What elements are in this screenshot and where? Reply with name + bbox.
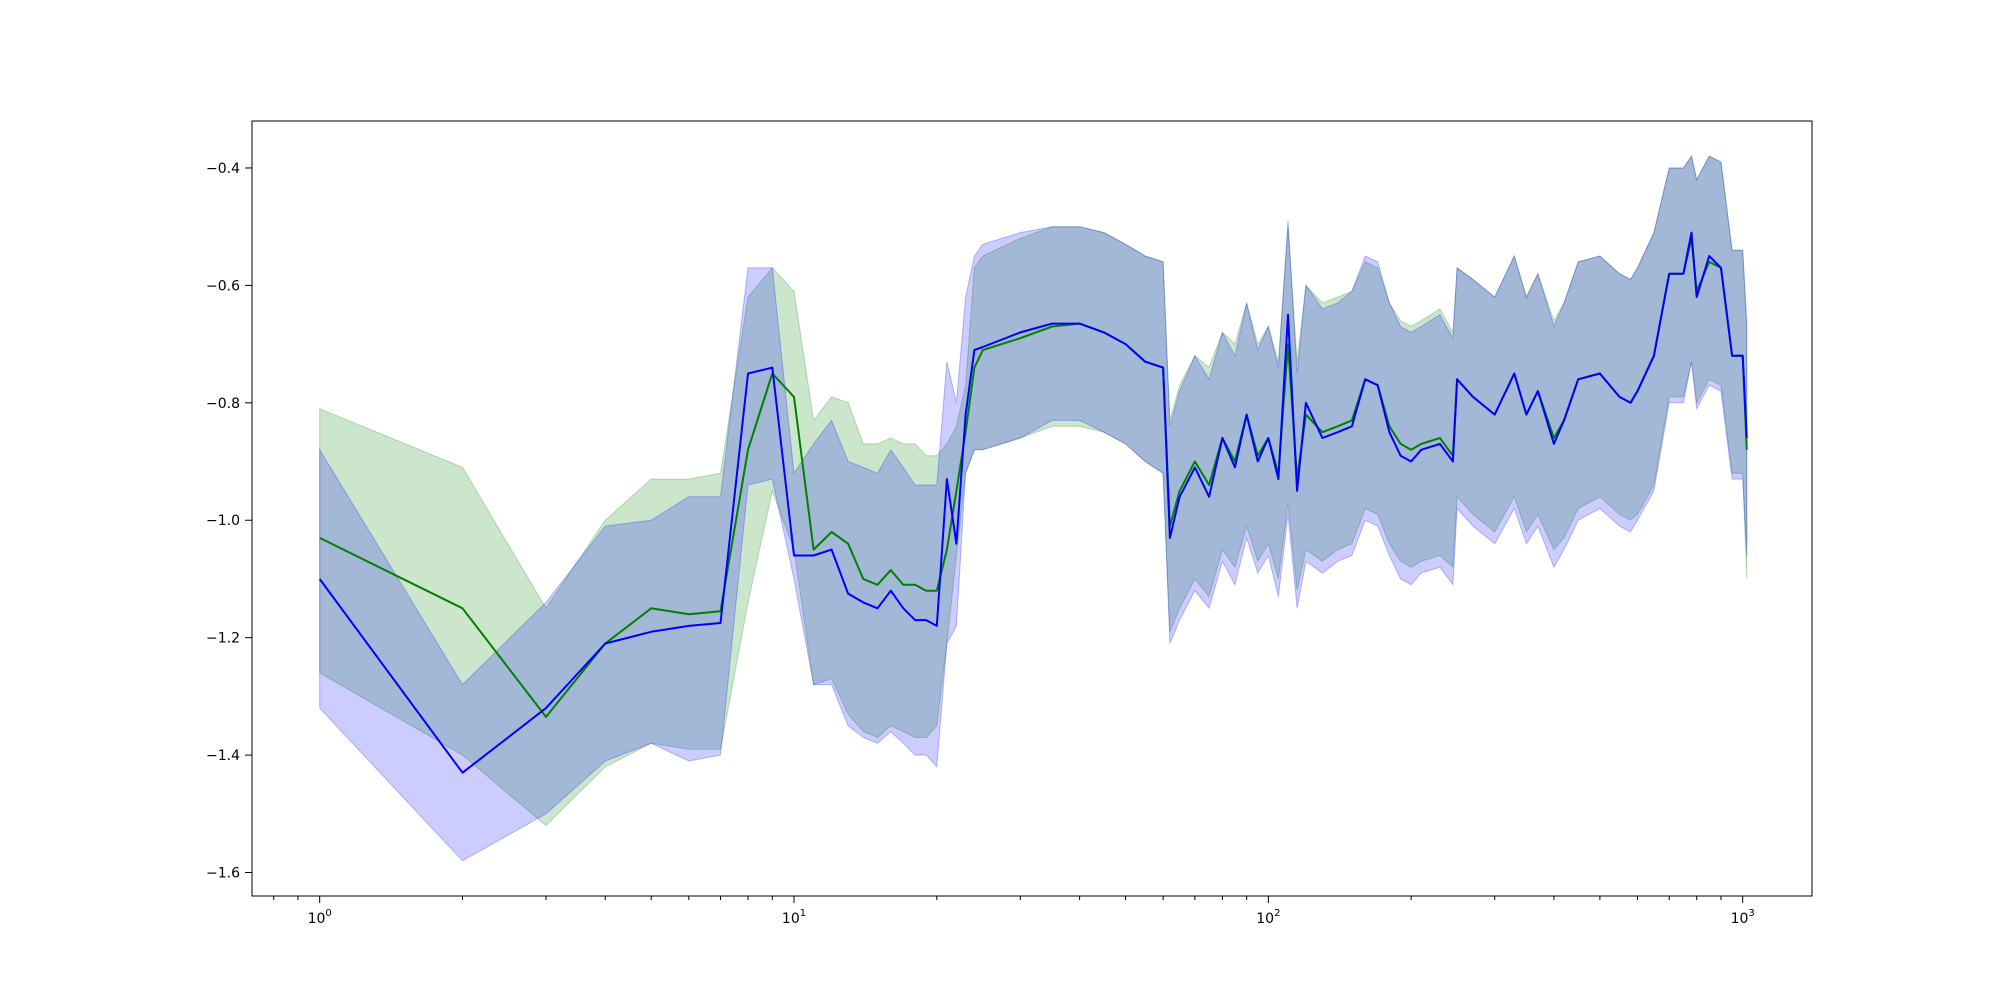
y-tick-label: −0.8 [206,396,240,412]
x-tick-label: 100 [308,908,332,927]
x-tick-label: 102 [1256,908,1280,927]
x-tick-label: 103 [1731,908,1755,927]
y-axis: −0.4 −0.6 −0.8 −1.0 −1.2 −1.4 −1.6 [206,161,252,882]
x-tick-label: 101 [782,908,806,927]
y-tick-label: −0.6 [206,278,240,294]
series-1-band [319,154,1748,827]
y-tick-label: −1.0 [206,513,240,529]
x-axis: 100 101 102 103 [273,896,1755,927]
series-lines [318,231,1748,774]
series-2-band [319,154,1748,862]
y-tick-label: −1.4 [206,748,240,764]
y-tick-label: −0.4 [206,161,240,177]
confidence-bands [319,154,1748,862]
series-2-line [318,231,1748,774]
y-tick-label: −1.6 [206,866,240,882]
plot-frame [251,120,1813,897]
y-tick-label: −1.2 [206,631,240,647]
